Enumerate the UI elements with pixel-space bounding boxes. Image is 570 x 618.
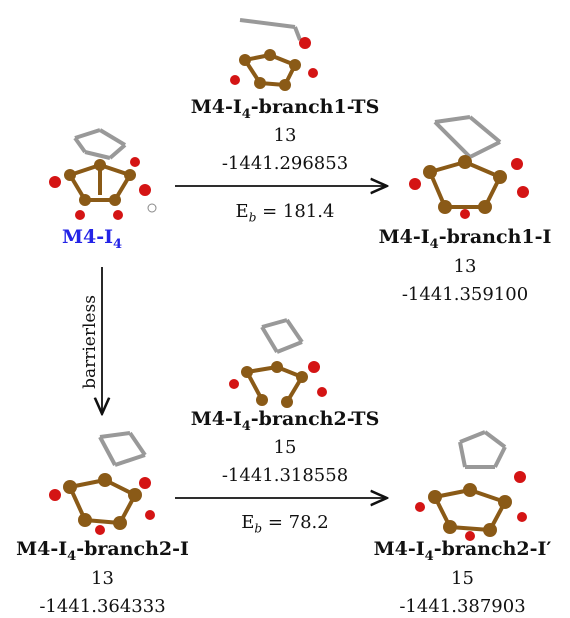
node-branch1-ts-name-pre: M4-I	[190, 96, 242, 118]
node-branch2-i-sub: 4	[67, 548, 77, 564]
node-branch1-ts-sub: 4	[241, 106, 251, 122]
node-branch2-ip-mult: 15	[451, 568, 474, 589]
molecule-icon	[415, 430, 527, 541]
molecule-icon	[49, 431, 155, 535]
edge-bottom-eb: Eb = 78.2	[165, 514, 405, 535]
edge-top-eb-prefix: E	[235, 201, 249, 222]
node-branch2-ip-energy: -1441.387903	[399, 596, 526, 617]
node-branch2-i-name-pre: M4-I	[16, 538, 68, 560]
molecule-icon	[49, 128, 157, 220]
node-m4-i4-name: M4-I	[62, 226, 114, 248]
edge-top-eb: Eb = 181.4	[165, 203, 405, 224]
edge-top-eb-value: = 181.4	[256, 201, 335, 222]
node-branch1-i-energy: -1441.359100	[401, 284, 529, 305]
node-branch2-ts-energy: -1441.318558	[221, 465, 349, 486]
node-branch1-ts-label: M4-I4-branch1-TS	[165, 98, 405, 121]
node-branch2-ts-name-post: -branch2-TS	[250, 408, 380, 430]
node-branch2-ts-sub: 4	[241, 418, 251, 434]
node-branch1-i-label: M4-I4-branch1-I	[360, 228, 570, 251]
node-branch2-i-mult: 13	[91, 568, 114, 589]
node-branch2-ts-mult: 15	[273, 437, 297, 458]
node-branch2-ip-sub: 4	[424, 548, 434, 564]
molecule-icon	[229, 318, 327, 408]
edge-bottom-eb-prefix: E	[241, 512, 255, 533]
node-branch1-ts-energy: -1441.296853	[221, 153, 349, 174]
molecule-icon	[230, 18, 318, 91]
node-branch2-ip-name-post: -branch2-I′	[433, 538, 552, 560]
node-branch1-ts-mult: 13	[273, 125, 297, 146]
node-branch1-ts-name-post: -branch1-TS	[250, 96, 380, 118]
node-branch2-ip-name-pre: M4-I	[373, 538, 425, 560]
node-m4-i4-sub: 4	[113, 236, 123, 252]
node-branch2-i-label: M4-I4-branch2-I	[0, 540, 205, 563]
node-branch2-i-name-post: -branch2-I	[76, 538, 189, 560]
node-branch2-i-energy: -1441.364333	[39, 596, 166, 617]
node-branch2-ts-label: M4-I4-branch2-TS	[165, 410, 405, 433]
node-branch1-i-mult: 13	[453, 256, 477, 277]
edge-bottom-eb-value: = 78.2	[262, 512, 329, 533]
node-branch1-i-name-pre: M4-I	[378, 226, 430, 248]
node-branch2-ts-name-pre: M4-I	[190, 408, 242, 430]
edge-top-eb-sub: b	[248, 210, 257, 225]
node-branch2-ip-label: M4-I4-branch2-I′	[355, 540, 570, 563]
node-m4-i4-label: M4-I4	[62, 228, 122, 251]
edge-bottom-eb-sub: b	[254, 521, 263, 536]
edge-vertical-label: barrierless	[80, 295, 100, 389]
molecule-icon	[409, 115, 529, 219]
node-branch1-i-sub: 4	[429, 236, 439, 252]
node-branch1-i-name-post: -branch1-I	[438, 226, 552, 248]
